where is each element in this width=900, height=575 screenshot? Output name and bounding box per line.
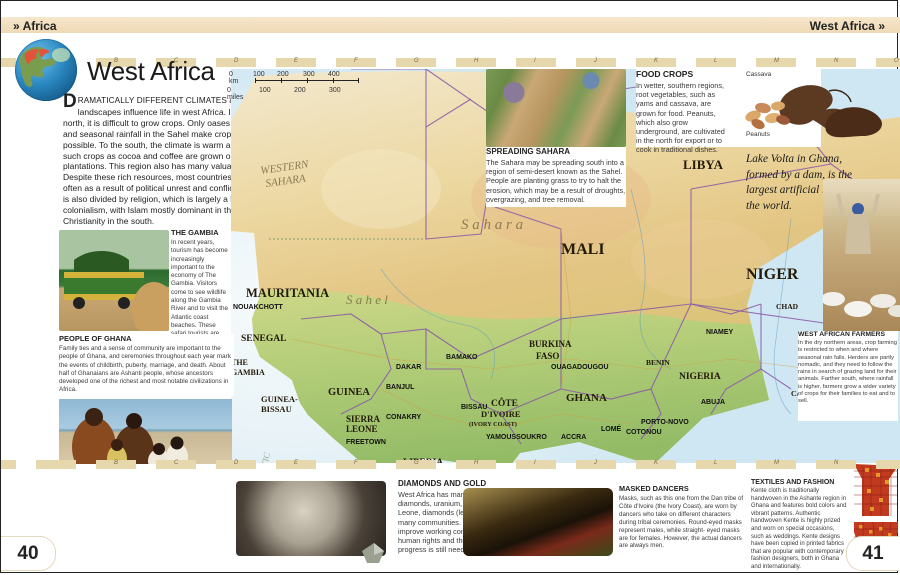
svg-text:GUINEA: GUINEA xyxy=(328,387,370,398)
svg-text:NIGERIA: NIGERIA xyxy=(679,372,721,382)
svg-text:ABUJA: ABUJA xyxy=(701,399,725,406)
svg-text:LEONE: LEONE xyxy=(346,424,378,434)
svg-text:SIERRA: SIERRA xyxy=(346,414,381,424)
svg-text:BURKINA: BURKINA xyxy=(529,339,572,349)
svg-text:NIGER: NIGER xyxy=(746,266,799,283)
svg-text:S a h a r a: S a h a r a xyxy=(461,217,523,233)
svg-text:FREETOWN: FREETOWN xyxy=(346,439,386,446)
svg-text:OUAGADOUGOU: OUAGADOUGOU xyxy=(551,364,609,371)
svg-text:MALI: MALI xyxy=(561,241,605,258)
svg-text:NOUAKCHOTT: NOUAKCHOTT xyxy=(233,304,283,311)
svg-text:PORTO-NOVO: PORTO-NOVO xyxy=(641,419,689,426)
svg-text:SENEGAL: SENEGAL xyxy=(241,334,286,344)
svg-text:BAMAKO: BAMAKO xyxy=(446,354,478,361)
svg-text:COTONOU: COTONOU xyxy=(626,429,662,436)
svg-text:CONAKRY: CONAKRY xyxy=(386,414,421,421)
svg-text:NIAMEY: NIAMEY xyxy=(706,329,734,336)
svg-text:LIBYA: LIBYA xyxy=(683,157,724,172)
svg-text:S a h e l: S a h e l xyxy=(346,292,388,307)
svg-text:ACCRA: ACCRA xyxy=(561,434,586,441)
svg-text:(IVORY COAST): (IVORY COAST) xyxy=(469,421,517,428)
svg-text:FASO: FASO xyxy=(536,351,559,361)
svg-text:CHAD: CHAD xyxy=(776,302,799,311)
svg-text:DAKAR: DAKAR xyxy=(396,364,421,371)
svg-text:BENIN: BENIN xyxy=(646,358,670,367)
svg-text:MAURITANIA: MAURITANIA xyxy=(246,286,329,300)
svg-text:BANJUL: BANJUL xyxy=(386,384,415,391)
svg-text:LOMÉ: LOMÉ xyxy=(601,424,622,433)
svg-text:YAMOUSSOUKRO: YAMOUSSOUKRO xyxy=(486,434,547,441)
svg-text:BISSAU: BISSAU xyxy=(261,404,292,414)
svg-text:GUINEA-: GUINEA- xyxy=(261,394,298,404)
svg-text:GHANA: GHANA xyxy=(566,392,607,404)
svg-text:BISSAU: BISSAU xyxy=(461,404,487,411)
svg-text:GAMBIA: GAMBIA xyxy=(231,368,265,377)
